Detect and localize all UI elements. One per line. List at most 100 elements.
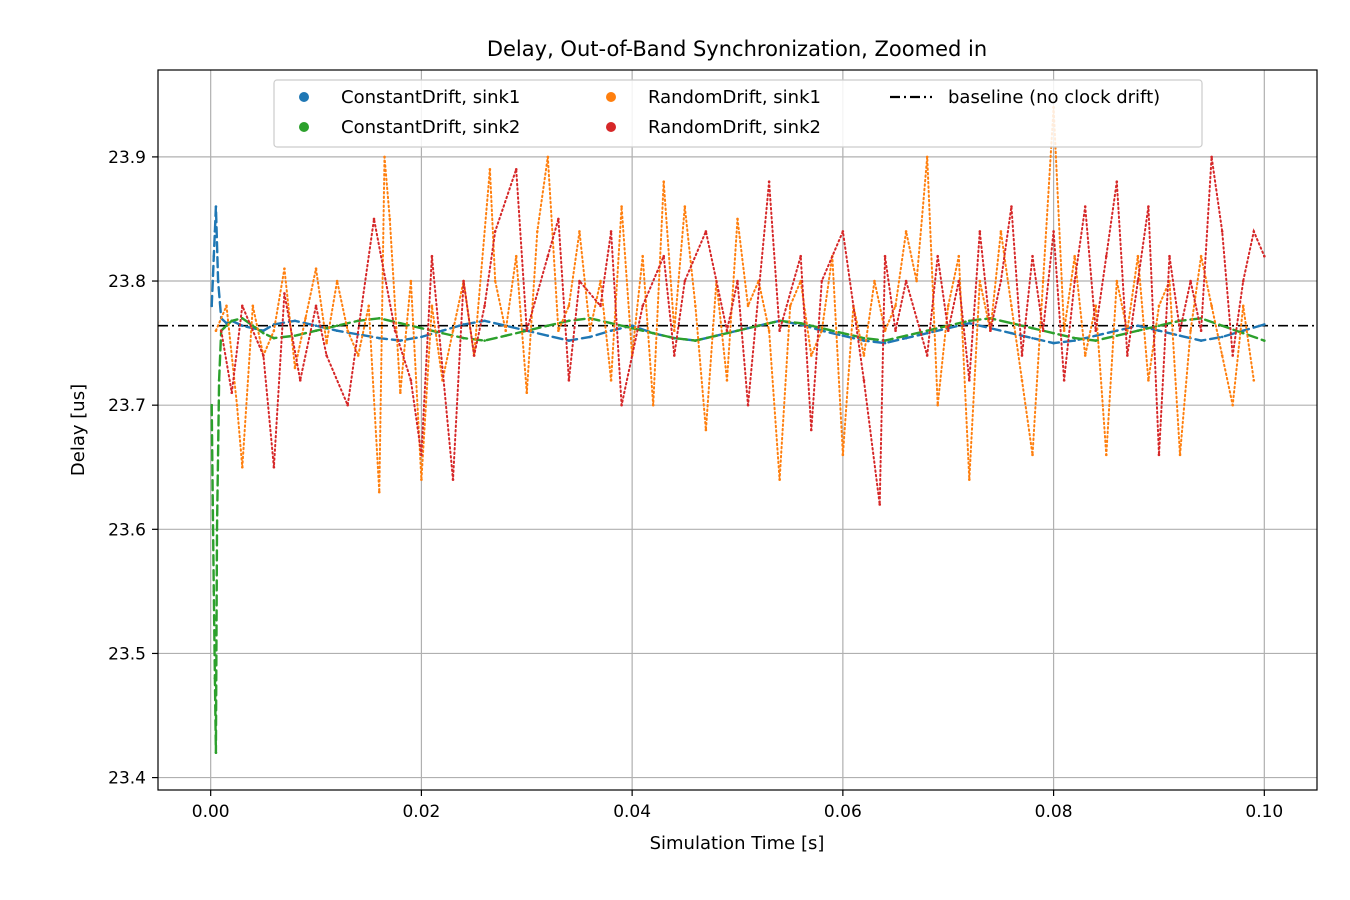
- data-point: [504, 334, 508, 337]
- data-point: [1189, 279, 1192, 283]
- data-point: [536, 230, 539, 233]
- data-point: [588, 335, 592, 339]
- series-2: [214, 105, 1256, 494]
- data-point: [662, 254, 666, 258]
- data-point: [904, 336, 908, 340]
- data-point: [546, 324, 550, 328]
- data-point: [715, 334, 718, 337]
- data-point: [841, 230, 845, 233]
- data-point: [514, 168, 518, 171]
- series-line: [214, 107, 1255, 493]
- data-point: [672, 336, 676, 340]
- data-point: [567, 304, 571, 308]
- data-point: [546, 334, 550, 337]
- data-point: [1189, 329, 1192, 332]
- data-point: [462, 323, 465, 326]
- plot-area: [158, 105, 1317, 755]
- data-point: [946, 329, 950, 332]
- data-point: [504, 329, 508, 332]
- data-point: [736, 217, 739, 221]
- data-point: [240, 324, 244, 328]
- data-point: [1041, 329, 1045, 332]
- x-axis-title: Simulation Time [s]: [650, 833, 825, 854]
- x-tick-label: 0.10: [1245, 802, 1283, 822]
- data-point: [212, 590, 216, 593]
- data-point: [936, 254, 939, 258]
- data-point: [704, 428, 708, 432]
- data-point: [214, 205, 218, 208]
- data-point: [599, 279, 602, 283]
- data-point: [746, 304, 750, 308]
- data-point: [235, 403, 239, 407]
- data-point: [240, 465, 244, 469]
- data-point: [272, 336, 276, 340]
- data-point: [957, 279, 961, 283]
- data-point: [1115, 329, 1119, 332]
- data-point: [430, 304, 434, 308]
- data-point: [683, 205, 687, 208]
- data-point: [662, 180, 666, 184]
- data-point: [399, 321, 402, 325]
- data-point: [525, 329, 529, 332]
- data-point: [393, 329, 397, 332]
- data-point: [225, 324, 228, 328]
- data-point: [1115, 334, 1119, 337]
- data-point: [778, 478, 781, 481]
- data-point: [217, 379, 221, 382]
- data-point: [999, 279, 1003, 283]
- data-point: [936, 403, 939, 407]
- data-point: [883, 339, 887, 342]
- data-point: [609, 379, 613, 382]
- data-point: [1241, 279, 1245, 283]
- data-point: [1263, 254, 1266, 258]
- data-point: [1031, 254, 1034, 258]
- data-point: [1241, 304, 1245, 308]
- data-point: [325, 341, 328, 345]
- data-point: [878, 503, 882, 506]
- legend-box: [273, 79, 1203, 148]
- data-point: [230, 319, 234, 323]
- data-point: [1263, 339, 1266, 342]
- data-point: [1252, 379, 1256, 382]
- data-point: [483, 304, 486, 308]
- data-point: [894, 329, 897, 332]
- data-point: [683, 279, 687, 283]
- data-point: [620, 403, 623, 407]
- data-point: [1020, 379, 1024, 382]
- data-point: [1199, 329, 1203, 332]
- data-point: [1062, 329, 1066, 332]
- data-point: [1199, 254, 1203, 258]
- data-point: [767, 329, 771, 332]
- data-point: [335, 279, 339, 283]
- data-point: [630, 326, 634, 330]
- y-tick-label: 23.5: [108, 644, 146, 664]
- legend: ConstantDrift, sink1 ConstantDrift, sink2…: [273, 79, 1203, 148]
- data-point: [841, 334, 845, 337]
- data-point: [925, 155, 929, 159]
- data-point: [1157, 304, 1161, 308]
- data-point: [346, 403, 349, 407]
- data-point: [578, 230, 581, 233]
- data-point: [651, 403, 655, 407]
- data-point: [820, 279, 824, 283]
- data-point: [904, 334, 908, 337]
- data-point: [968, 379, 971, 382]
- data-point: [841, 453, 845, 457]
- series-3: [219, 155, 1266, 506]
- data-point: [420, 453, 423, 457]
- data-point: [1073, 254, 1076, 258]
- data-point: [314, 304, 318, 308]
- data-point: [1094, 339, 1098, 342]
- data-point: [925, 354, 929, 357]
- data-point: [314, 267, 318, 270]
- data-point: [1136, 279, 1140, 283]
- data-point: [841, 331, 845, 335]
- data-point: [904, 279, 908, 283]
- data-point: [335, 329, 339, 332]
- data-point: [1168, 254, 1171, 258]
- data-point: [399, 339, 402, 342]
- data-point: [957, 254, 961, 258]
- data-point: [704, 230, 708, 233]
- data-point: [736, 279, 739, 283]
- data-point: [1031, 453, 1034, 457]
